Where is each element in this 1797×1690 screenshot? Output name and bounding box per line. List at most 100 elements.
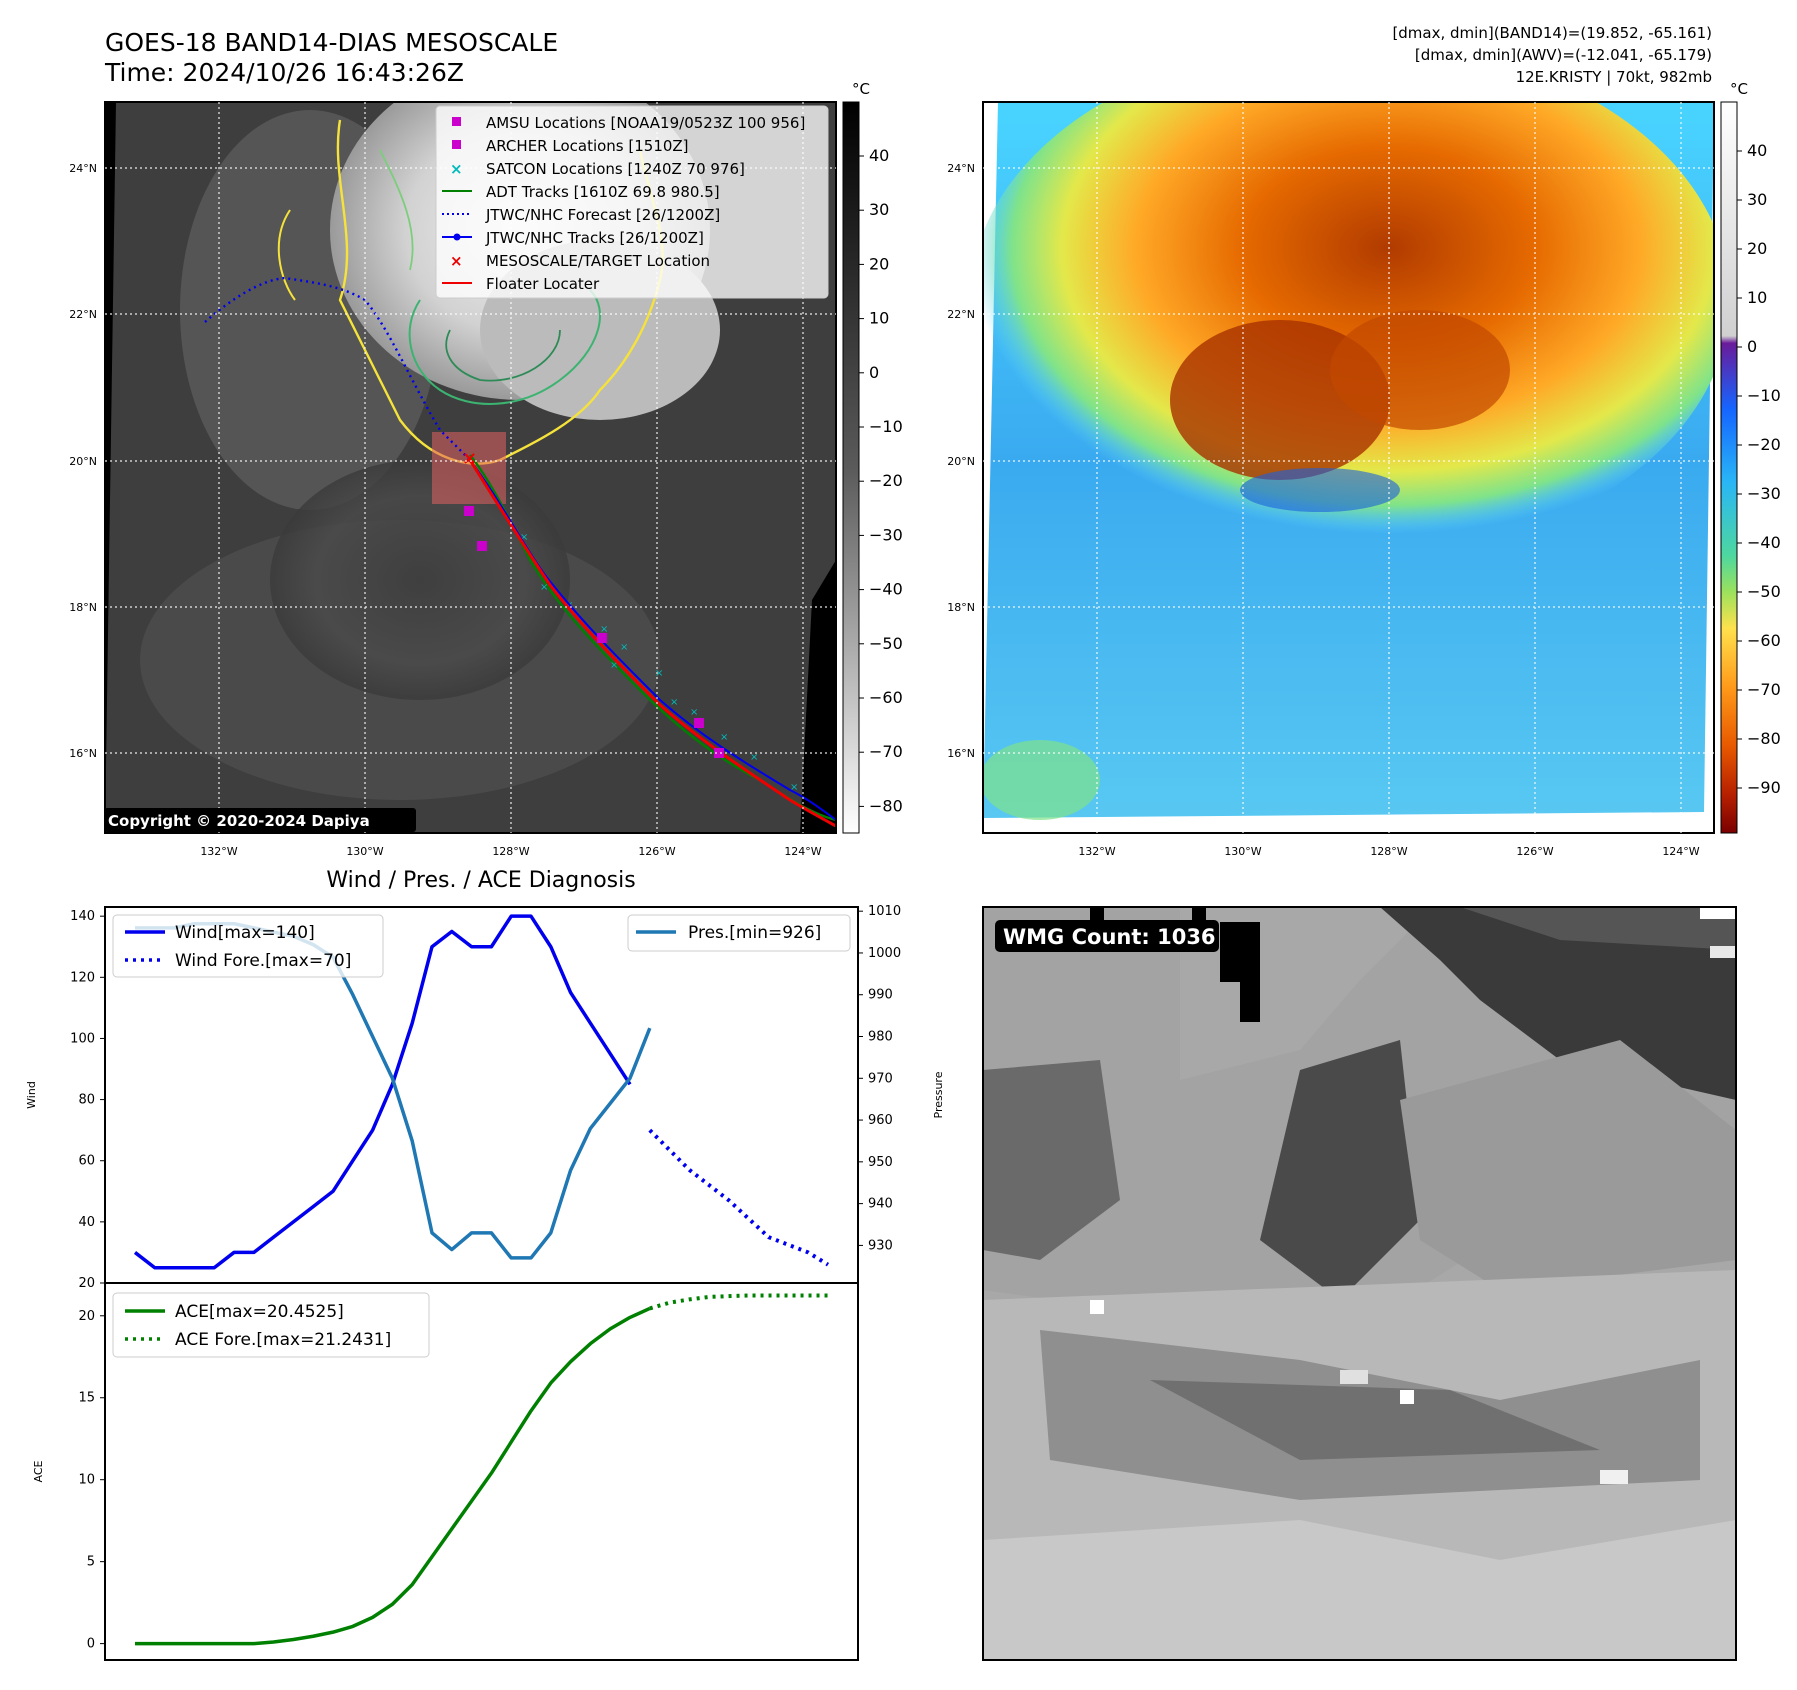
legend-label: ACE Fore.[max=21.2431] (175, 1330, 391, 1350)
awv-colorbar-ticks: 40 30 20 10 0 −10 −20 −30 −40 −50 −60 −70 −80 −90 (1737, 141, 1781, 797)
awv-colorbar-unit: °C (1730, 80, 1748, 98)
pressure-axis-tick-label: 1000 (868, 946, 901, 961)
pressure-axis-tick-label: 930 (868, 1238, 893, 1253)
wind-axis-tick-label: 140 (70, 909, 95, 924)
ir-colorbar (842, 101, 860, 834)
pressure-axis-tick-label: 980 (868, 1030, 893, 1045)
wmg-count: WMG Count: 1036 (1003, 925, 1216, 949)
lon-label: 128°W (1370, 845, 1407, 858)
colorbar-tick-label: 30 (869, 200, 889, 219)
wmg-frame (982, 906, 1737, 1661)
colorbar-tick-label: 40 (1747, 141, 1767, 160)
colorbar-tick-label: −80 (869, 796, 903, 815)
lat-label: 24°N (69, 162, 97, 175)
ir-colorbar-ticks: 40 30 20 10 0 −10 −20 −30 −40 −50 −60 −70 −80 (859, 146, 903, 815)
lon-label: 130°W (346, 845, 383, 858)
lon-label: 132°W (1078, 845, 1115, 858)
series-line-ace-fore- (649, 1293, 828, 1311)
legend-entry: JTWC/NHC Tracks [26/1200Z] (485, 229, 704, 247)
svg-text:×: × (620, 642, 628, 653)
lon-label: 130°W (1224, 845, 1261, 858)
pressure-axis-tick-label: 960 (868, 1113, 893, 1128)
lat-label: 18°N (69, 601, 97, 614)
legend-entry: Floater Locater (486, 275, 600, 293)
colorbar-tick-label: 20 (1747, 239, 1767, 258)
ace-legend (112, 1292, 430, 1358)
lat-label: 20°N (69, 455, 97, 468)
pressure-axis-label: Pressure (932, 1071, 945, 1118)
lat-label: 22°N (947, 308, 975, 321)
colorbar-tick-label: 10 (869, 309, 889, 328)
legend-entry: JTWC/NHC Forecast [26/1200Z] (485, 206, 720, 224)
pressure-axis-tick-label: 990 (868, 988, 893, 1003)
wind-pressure-chart: 20 40 60 80 100 120 140 930 940 950 960 970 980 990 10… (25, 904, 945, 1291)
wind-axis-tick-label: 80 (78, 1093, 95, 1108)
lon-label: 124°W (784, 845, 821, 858)
ace-axis-label: ACE (32, 1460, 45, 1482)
colorbar-tick-label: 30 (1747, 190, 1767, 209)
pressure-axis-tick-label: 1010 (868, 904, 901, 919)
legend-label: ACE[max=20.4525] (175, 1302, 344, 1322)
stats-awv: [dmax, dmin](AWV)=(-12.041, -65.179) (1415, 46, 1712, 64)
series-line-ace (135, 1306, 651, 1646)
ace-axis-tick-label: 0 (87, 1637, 95, 1652)
wind-legend (112, 914, 384, 978)
legend-marker-square (452, 140, 461, 149)
series-line-wind (133, 914, 632, 1270)
pressure-legend (627, 914, 851, 952)
colorbar-tick-label: −80 (1747, 729, 1781, 748)
stats-band14: [dmax, dmin](BAND14)=(19.852, -65.161) (1392, 24, 1712, 42)
svg-text:×: × (540, 582, 548, 593)
lat-label: 20°N (947, 455, 975, 468)
wind-axis-label: Wind (25, 1081, 38, 1109)
colorbar-tick-label: −60 (1747, 631, 1781, 650)
colorbar-tick-label: −50 (869, 634, 903, 653)
ace-axis-tick-label: 5 (87, 1555, 95, 1570)
colorbar-tick-label: −40 (1747, 533, 1781, 552)
ace-axis-tick-label: 10 (78, 1473, 95, 1488)
lat-label: 22°N (69, 308, 97, 321)
lon-label: 126°W (1516, 845, 1553, 858)
pressure-axis-tick-label: 950 (868, 1155, 893, 1170)
colorbar-tick-label: −20 (1747, 435, 1781, 454)
ir-legend: AMSU Locations [NOAA19/0523Z 100 956] AR… (435, 105, 829, 299)
legend-label: Wind Fore.[max=70] (175, 951, 351, 971)
wind-axis-tick-label: 40 (78, 1215, 95, 1230)
svg-text:×: × (670, 697, 678, 708)
colorbar-tick-label: −60 (869, 688, 903, 707)
svg-text:×: × (655, 668, 663, 679)
figure-time: Time: 2024/10/26 16:43:26Z (104, 58, 464, 87)
colorbar-tick-label: −70 (1747, 680, 1781, 699)
awv-gridlines (983, 102, 1714, 833)
colorbar-tick-label: 10 (1747, 288, 1767, 307)
ace-chart: 0 5 10 15 20 ACE ACE[max=20.4525] ACE Fore.[max… (32, 1282, 859, 1661)
lat-label: 16°N (69, 747, 97, 760)
wind-axis-tick-label: 100 (70, 1031, 95, 1046)
lat-label: 18°N (947, 601, 975, 614)
colorbar-tick-label: 20 (869, 254, 889, 273)
wmg-image (983, 907, 1736, 1660)
lon-label: 128°W (492, 845, 529, 858)
legend-entry: MESOSCALE/TARGET Location (486, 252, 710, 270)
ir-frame (104, 101, 837, 834)
legend-label: Pres.[min=926] (688, 923, 821, 943)
wmg-panel: WMG Count: 1036 (982, 906, 1737, 1661)
wmg-badge (995, 920, 1219, 952)
svg-text:×: × (600, 624, 608, 635)
copyright: Copyright © 2020-2024 Dapiya (108, 812, 370, 830)
legend-marker-dot (453, 233, 461, 241)
lat-label: 24°N (947, 162, 975, 175)
colorbar-tick-label: −40 (869, 580, 903, 599)
storm-info: 12E.KRISTY | 70kt, 982mb (1516, 68, 1712, 86)
svg-text:×: × (790, 782, 798, 793)
lon-label: 132°W (200, 845, 237, 858)
svg-text:×: × (750, 752, 758, 763)
legend-marker-x: × (450, 160, 463, 178)
diagnosis-title: Wind / Pres. / ACE Diagnosis (326, 868, 635, 893)
colorbar-tick-label: −70 (869, 742, 903, 761)
colorbar-tick-label: −30 (869, 525, 903, 544)
wind-axis-tick-label: 120 (70, 970, 95, 985)
legend-marker-x: × (450, 252, 463, 270)
legend-entry: ARCHER Locations [1510Z] (486, 137, 689, 155)
